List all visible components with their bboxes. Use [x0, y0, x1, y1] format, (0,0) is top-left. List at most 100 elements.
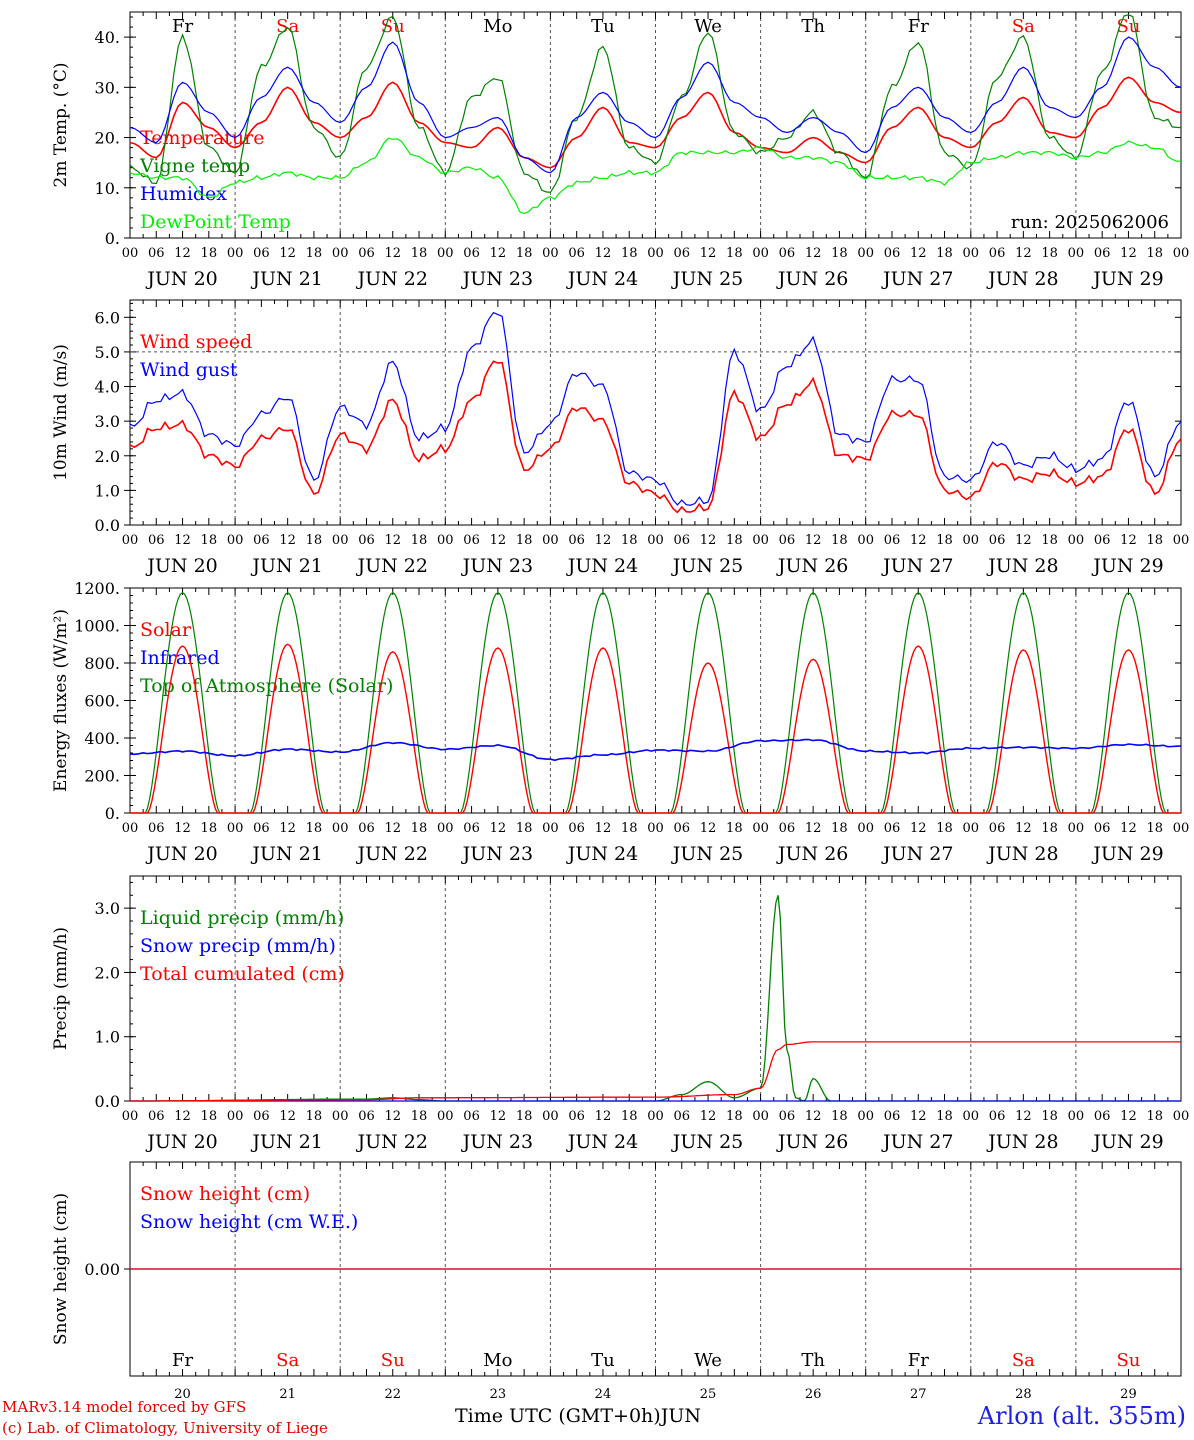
snow-legend-0: Snow height (cm): [140, 1183, 310, 1205]
precip-series-2: [130, 1041, 1181, 1102]
energy-x-hour-label: 00: [752, 821, 769, 836]
precip-x-day-label: JUN 26: [776, 1131, 848, 1153]
wind-x-day-label: JUN 29: [1091, 555, 1163, 577]
wind-x-hour-label: 06: [358, 533, 375, 548]
wind-x-hour-label: 00: [857, 533, 874, 548]
wind-x-hour-label: 00: [542, 533, 559, 548]
temp-x-day-label: JUN 29: [1091, 268, 1163, 290]
wind-y-tick-label: 5.0: [95, 343, 120, 362]
wind-series-1: [129, 311, 1182, 506]
wind-x-hour-label: 18: [201, 533, 218, 548]
precip-x-hour-label: 18: [621, 1109, 638, 1124]
temp-weekday-label: Fr: [172, 16, 193, 37]
energy-x-hour-label: 00: [227, 821, 244, 836]
temp-x-day-label: JUN 24: [566, 268, 638, 290]
energy-y-axis-label: Energy fluxes (W/m²): [51, 609, 71, 792]
wind-x-hour-label: 00: [1068, 533, 1085, 548]
precip-x-hour-label: 12: [1015, 1109, 1032, 1124]
energy-x-hour-label: 06: [463, 821, 480, 836]
precip-x-hour-label: 18: [831, 1109, 848, 1124]
temp-series-3: [129, 137, 1182, 215]
snow-weekday-label: Su: [1116, 1350, 1140, 1371]
precip-x-hour-label: 00: [332, 1109, 349, 1124]
energy-y-tick-label: 200.: [84, 767, 120, 786]
snow-weekday-label: Tu: [591, 1350, 615, 1371]
temp-weekday-label: We: [694, 16, 722, 37]
energy-x-hour-label: 00: [542, 821, 559, 836]
wind-x-hour-label: 00: [963, 533, 980, 548]
x-axis-title-text: Time UTC (GMT+0h): [455, 1405, 661, 1427]
precip-x-hour-label: 18: [1041, 1109, 1058, 1124]
snow-y-axis-label: Snow height (cm): [51, 1193, 71, 1345]
wind-y-tick-label: 6.0: [95, 308, 120, 327]
temp-x-hour-label: 12: [700, 246, 717, 261]
temp-x-hour-label: 00: [857, 246, 874, 261]
energy-x-hour-label: 00: [963, 821, 980, 836]
energy-x-hour-label: 18: [936, 821, 953, 836]
temp-x-hour-label: 18: [621, 246, 638, 261]
precip-x-hour-label: 12: [279, 1109, 296, 1124]
temp-x-hour-label: 00: [1068, 246, 1085, 261]
snow-day-number: 25: [700, 1387, 717, 1402]
precip-x-hour-label: 12: [1120, 1109, 1137, 1124]
wind-x-hour-label: 06: [148, 533, 165, 548]
wind-x-hour-label: 18: [726, 533, 743, 548]
wind-x-day-label: JUN 27: [881, 555, 953, 577]
temp-x-hour-label: 06: [989, 246, 1006, 261]
precip-x-hour-label: 00: [1173, 1109, 1190, 1124]
precip-x-hour-label: 00: [857, 1109, 874, 1124]
wind-x-hour-label: 06: [1094, 533, 1111, 548]
wind-x-hour-label: 00: [122, 533, 139, 548]
temp-x-hour-label: 00: [963, 246, 980, 261]
wind-x-day-label: JUN 28: [986, 555, 1058, 577]
precip-x-hour-label: 06: [358, 1109, 375, 1124]
station-label: Arlon (alt. 355m): [977, 1402, 1186, 1430]
precip-legend-0: Liquid precip (mm/h): [140, 907, 344, 929]
precip-y-axis-label: Precip (mm/h): [51, 927, 71, 1050]
temp-x-day-label: JUN 27: [881, 268, 953, 290]
temp-x-hour-label: 12: [174, 246, 191, 261]
temp-legend-1: Vigne temp: [139, 155, 250, 177]
precip-x-hour-label: 06: [989, 1109, 1006, 1124]
temp-y-axis-label: 2m Temp. (°C): [51, 62, 71, 187]
temp-x-hour-label: 12: [805, 246, 822, 261]
energy-x-hour-label: 12: [910, 821, 927, 836]
energy-x-day-label: JUN 27: [881, 843, 953, 865]
credit-lab: (c) Lab. of Climatology, University of L…: [2, 1419, 328, 1437]
x-axis-month: JUN: [660, 1405, 701, 1427]
wind-x-day-label: JUN 22: [356, 555, 428, 577]
temp-weekday-label: Tu: [591, 16, 615, 37]
precip-x-hour-label: 06: [674, 1109, 691, 1124]
wind-x-hour-label: 06: [463, 533, 480, 548]
precip-x-hour-label: 00: [542, 1109, 559, 1124]
temp-x-hour-label: 12: [595, 246, 612, 261]
temp-series-1: [129, 14, 1182, 194]
precip-x-hour-label: 18: [201, 1109, 218, 1124]
temp-x-hour-label: 06: [1094, 246, 1111, 261]
energy-x-day-label: JUN 22: [356, 843, 428, 865]
credit-model: MARv3.14 model forced by GFS: [2, 1398, 247, 1416]
energy-x-hour-label: 18: [831, 821, 848, 836]
energy-y-tick-label: 1200.: [74, 579, 120, 598]
wind-x-hour-label: 06: [253, 533, 270, 548]
temp-x-day-label: JUN 28: [986, 268, 1058, 290]
temp-x-hour-label: 18: [831, 246, 848, 261]
temp-weekday-label: Th: [801, 16, 825, 37]
energy-x-hour-label: 06: [148, 821, 165, 836]
energy-x-hour-label: 06: [358, 821, 375, 836]
wind-x-hour-label: 12: [595, 533, 612, 548]
temp-y-tick-label: 40.: [95, 28, 120, 47]
energy-x-day-label: JUN 24: [566, 843, 638, 865]
wind-x-day-label: JUN 21: [250, 555, 322, 577]
wind-y-tick-label: 0.0: [95, 516, 120, 535]
energy-x-hour-label: 12: [384, 821, 401, 836]
wind-x-hour-label: 18: [621, 533, 638, 548]
energy-x-hour-label: 18: [726, 821, 743, 836]
precip-y-tick-label: 0.0: [95, 1092, 120, 1111]
precip-x-hour-label: 18: [1146, 1109, 1163, 1124]
temp-x-hour-label: 06: [148, 246, 165, 261]
wind-x-hour-label: 06: [884, 533, 901, 548]
precip-x-hour-label: 00: [122, 1109, 139, 1124]
precip-x-day-label: JUN 23: [461, 1131, 533, 1153]
